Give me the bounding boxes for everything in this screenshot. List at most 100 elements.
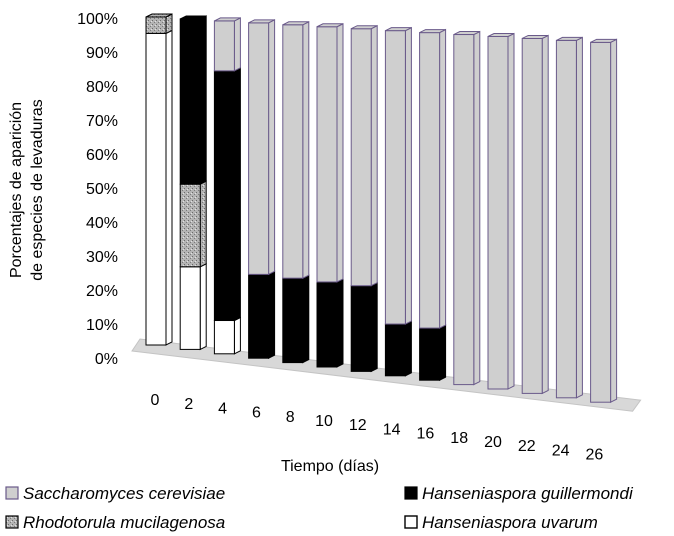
x-tick-label: 26: [586, 447, 604, 464]
bar-top: [316, 23, 344, 28]
y-tick-label: 90%: [86, 45, 118, 62]
bar-group-4: [213, 17, 241, 355]
bar-segment: [282, 277, 304, 364]
bar-top: [453, 31, 481, 36]
legend: Saccharomyces cerevisiae Hanseniaspora g…: [5, 484, 634, 532]
bar-side: [233, 17, 241, 72]
bar-side: [473, 30, 481, 386]
bar-side: [233, 67, 241, 322]
bar-side: [370, 24, 378, 287]
legend-label-guillermondi: Hanseniaspora guillermondi: [422, 484, 634, 503]
bar-segment: [145, 32, 167, 346]
x-tick-label: 24: [552, 442, 570, 459]
bar-side: [336, 278, 344, 368]
bar-side: [439, 28, 447, 329]
legend-label-uvarum: Hanseniaspora uvarum: [422, 513, 598, 532]
bar-segment: [384, 30, 406, 325]
bar-side: [404, 26, 412, 325]
y-tick-label: 100%: [77, 11, 118, 28]
bar-top: [385, 27, 412, 32]
bar-segment: [145, 16, 167, 34]
bar-top: [214, 17, 241, 22]
x-tick-label: 10: [315, 413, 333, 430]
bar-group-18: [453, 30, 481, 386]
bar-group-0: [145, 13, 173, 346]
x-axis-ticks: 0 2 4 6 8 10 12 14 16 18 20 22 24 26: [151, 392, 604, 464]
y-tick-label: 20%: [86, 283, 118, 300]
y-tick-label: 0%: [95, 351, 118, 368]
x-tick-label: 12: [349, 417, 367, 434]
bar-top: [590, 38, 617, 43]
y-axis-label-line-1: Porcentajes de aparición: [8, 102, 25, 278]
bar-segment: [316, 281, 338, 368]
bar-side: [268, 270, 276, 360]
legend-label-saccharomyces: Saccharomyces cerevisiae: [23, 484, 225, 503]
y-tick-label: 10%: [86, 317, 118, 334]
bar-group-22: [521, 34, 549, 395]
bar-top: [487, 33, 515, 37]
bar-side: [199, 15, 207, 185]
x-tick-label: 8: [286, 409, 295, 426]
y-tick-label: 60%: [86, 147, 118, 164]
legend-swatch-saccharomyces: [5, 486, 19, 500]
bar-top: [282, 21, 310, 26]
bar-top: [350, 25, 378, 30]
y-tick-label: 40%: [86, 215, 118, 232]
bar-group-26: [590, 38, 618, 404]
bar-segment: [282, 24, 304, 279]
bar-group-20: [487, 32, 515, 390]
legend-swatch-rhodotorula: [5, 515, 19, 529]
bar-group-14: [384, 26, 412, 377]
x-tick-label: 0: [151, 392, 160, 409]
bar-segment: [213, 70, 235, 322]
bar-segment: [213, 320, 235, 355]
x-tick-label: 20: [484, 434, 502, 451]
bar-top: [556, 36, 583, 41]
bar-top: [521, 34, 549, 39]
y-tick-label: 70%: [86, 113, 118, 130]
y-tick-label: 30%: [86, 249, 118, 266]
bar-side: [507, 32, 515, 390]
bar-segment: [248, 22, 270, 275]
bar-segment: [487, 36, 509, 390]
bar-segment: [453, 34, 475, 386]
x-tick-label: 14: [383, 421, 401, 438]
bar-side: [199, 262, 207, 351]
bar-segment: [248, 273, 270, 359]
legend-swatch-uvarum: [404, 515, 418, 529]
bar-top: [179, 15, 207, 20]
y-axis-ticks: 0% 10% 20% 30% 40% 50% 60% 70% 80% 90% 100%: [77, 11, 118, 368]
bar-side: [575, 36, 583, 399]
bar-group-6: [248, 19, 276, 360]
x-tick-label: 6: [252, 405, 261, 422]
bar-group-8: [282, 20, 310, 364]
bar-segment: [350, 285, 372, 372]
bar-group-16: [419, 28, 447, 382]
bar-group-24: [555, 36, 583, 399]
bar-side: [439, 324, 447, 382]
bar-segment: [350, 28, 372, 287]
bar-segment: [179, 18, 201, 185]
bar-side: [199, 180, 207, 268]
bar-side: [610, 38, 618, 404]
bar-side: [233, 316, 241, 355]
legend-swatch-guillermondi: [404, 486, 418, 500]
x-tick-label: 2: [184, 396, 193, 413]
bar-side: [165, 29, 173, 346]
bar-segment: [384, 323, 406, 377]
bar-segment: [521, 37, 543, 394]
bar-segment: [419, 327, 441, 381]
x-tick-label: 4: [218, 400, 227, 417]
bar-group-12: [350, 24, 378, 373]
bar-group-10: [316, 22, 344, 368]
legend-item-guillermondi: Hanseniaspora guillermondi: [404, 484, 634, 503]
legend-label-rhodotorula: Rhodotorula mucilagenosa: [23, 513, 225, 532]
y-tick-label: 80%: [86, 79, 118, 96]
bar-segment: [179, 266, 201, 350]
bar-segment: [179, 183, 201, 268]
bar-side: [541, 34, 549, 395]
bar-top: [248, 19, 275, 24]
legend-item-uvarum: Hanseniaspora uvarum: [404, 513, 598, 532]
